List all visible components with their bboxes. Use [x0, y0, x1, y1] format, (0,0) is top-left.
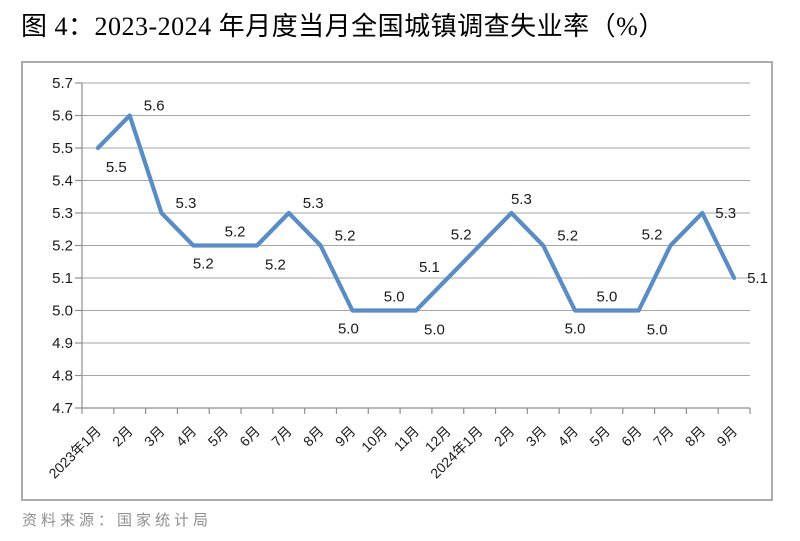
- x-axis-category-label: 5月: [586, 423, 613, 450]
- data-point-label: 5.0: [338, 321, 359, 338]
- data-point-label: 5.3: [715, 205, 736, 222]
- x-axis-category-label: 7月: [650, 423, 677, 450]
- x-axis-category-label: 8月: [682, 423, 709, 450]
- x-axis-category-label: 2023年1月: [45, 423, 104, 482]
- x-axis-category-label: 9月: [332, 423, 359, 450]
- source-note: 资料来源：国家统计局: [22, 513, 213, 529]
- x-axis-category-label: 9月: [713, 423, 740, 450]
- y-axis-tick-label: 5.5: [52, 140, 73, 157]
- data-point-label: 5.2: [335, 228, 356, 245]
- data-point-label: 5.2: [451, 227, 472, 244]
- x-axis-category-label: 5月: [205, 423, 232, 450]
- data-point-label: 5.0: [384, 289, 405, 306]
- y-axis-tick-label: 5.2: [52, 238, 73, 255]
- y-axis-tick-label: 5.7: [52, 75, 73, 92]
- y-axis-tick-label: 5.6: [52, 108, 73, 125]
- data-point-label: 5.1: [747, 270, 768, 287]
- data-point-label: 5.0: [424, 322, 445, 339]
- chart-frame: 4.7 4.8 4.9 5.0 5.1 5.2 5.3 5.4 5.5 5.6 5.7 2023年1月…: [21, 61, 773, 501]
- data-point-label: 5.5: [106, 159, 127, 176]
- data-point-label: 5.2: [225, 224, 246, 241]
- y-axis-tick-label: 5.0: [52, 303, 73, 320]
- data-point-label: 5.2: [642, 227, 663, 244]
- x-axis-category-label: 6月: [236, 423, 263, 450]
- x-axis-category-label: 6月: [618, 423, 645, 450]
- data-point-label: 5.6: [144, 98, 165, 115]
- data-point-label: 5.2: [193, 256, 214, 273]
- unemployment-rate-line-chart: 4.7 4.8 4.9 5.0 5.1 5.2 5.3 5.4 5.5 5.6 5.7 2023年1月…: [45, 75, 768, 482]
- x-axis-category-label: 7月: [268, 423, 295, 450]
- x-axis-category-label: 3月: [523, 423, 550, 450]
- x-axis-category-label: 11月: [391, 423, 422, 454]
- chart-title: 图 4：2023-2024 年月度当月全国城镇调查失业率（%）: [21, 12, 665, 41]
- x-axis-category-label: 2月: [109, 423, 136, 450]
- data-point-label: 5.2: [265, 257, 286, 274]
- series-line: [95, 113, 737, 313]
- data-point-label: 5.3: [511, 191, 532, 208]
- data-point-label: 5.2: [557, 228, 578, 245]
- y-axis-tick-label: 5.4: [52, 173, 73, 190]
- x-axis-category-label: 8月: [300, 423, 327, 450]
- x-axis-category-label: 10月: [358, 423, 390, 455]
- data-point-label: 5.3: [176, 195, 197, 212]
- y-axis-tick-label: 5.1: [52, 270, 73, 287]
- data-point-label: 5.0: [565, 321, 586, 338]
- x-axis-category-label: 2月: [491, 423, 518, 450]
- y-axis-tick-label: 4.9: [52, 335, 73, 352]
- x-axis-category-label: 3月: [141, 423, 168, 450]
- data-point-label: 5.1: [419, 259, 440, 276]
- y-axis-tick-label: 4.7: [52, 400, 73, 417]
- y-axis-tick-label: 5.3: [52, 205, 73, 222]
- data-point-label: 5.0: [596, 289, 617, 306]
- data-point-label: 5.3: [303, 195, 324, 212]
- x-axis-category-label: 4月: [554, 423, 581, 450]
- data-point-label: 5.0: [647, 322, 668, 339]
- y-axis-tick-label: 4.8: [52, 368, 73, 385]
- x-axis-category-label: 4月: [173, 423, 200, 450]
